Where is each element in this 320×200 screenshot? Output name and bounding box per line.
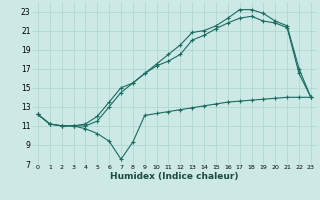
X-axis label: Humidex (Indice chaleur): Humidex (Indice chaleur) — [110, 172, 239, 181]
